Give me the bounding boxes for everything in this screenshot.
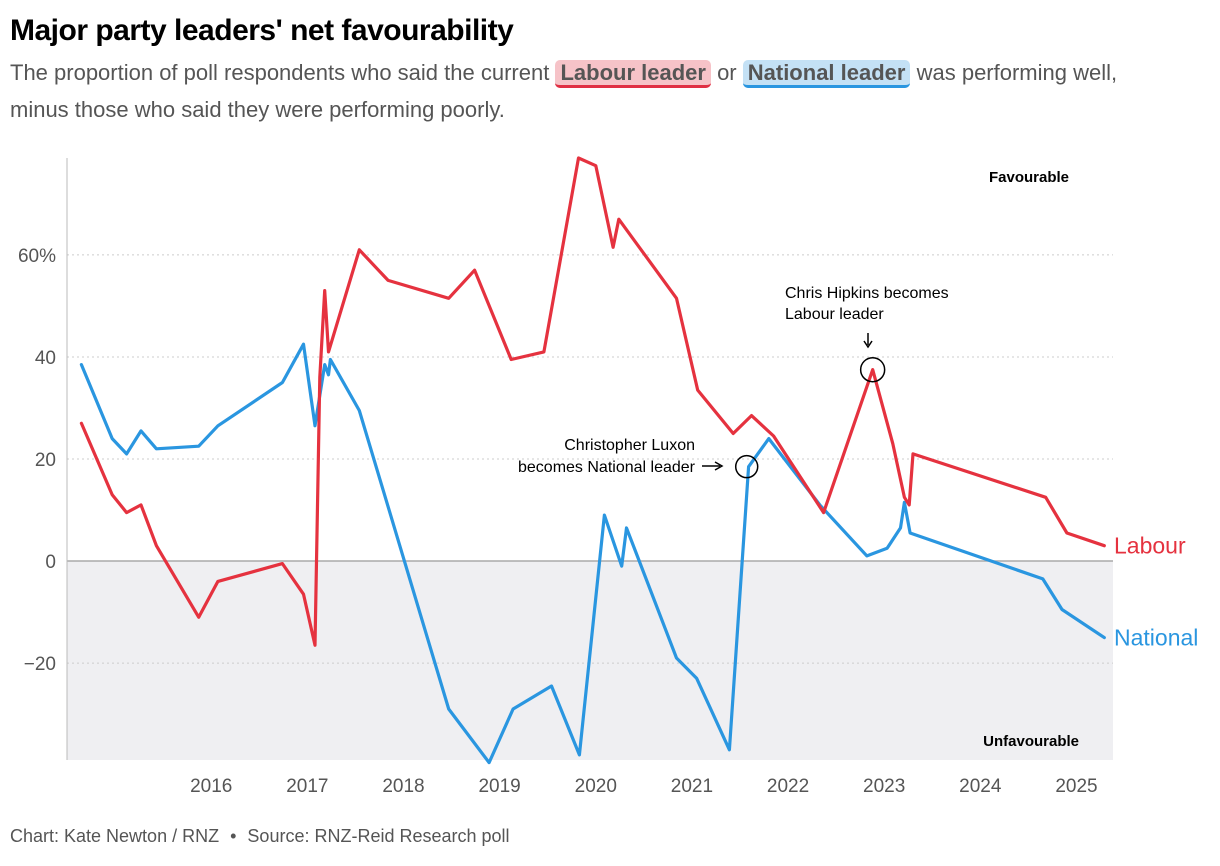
subtitle-text-after: was performing well, minus those who sai… [10,60,1118,122]
national-end-label: National [1114,625,1198,651]
chart-title: Major party leaders' net favourability [10,14,514,47]
labour-end-label: Labour [1114,533,1186,559]
x-tick-label: 2016 [190,776,232,797]
luxon-annotation-text: Christopher Luxon [564,437,695,454]
y-tick-label: 0 [45,552,56,573]
y-tick-label: −20 [24,654,56,675]
unfavourable-region-label: Unfavourable [983,733,1079,750]
y-tick-label: 20 [35,450,56,471]
hipkins-annotation-text: Labour leader [785,306,884,323]
hipkins-annotation-text: Chris Hipkins becomes [785,285,949,302]
x-tick-label: 2017 [286,776,328,797]
x-tick-label: 2024 [959,776,1002,797]
labour-legend-chip: Labour leader [555,60,711,88]
national-legend-chip: National leader [742,60,911,88]
y-tick-label: 60% [18,246,56,267]
chart-subtitle: The proportion of poll respondents who s… [10,54,1160,128]
national-series-line [79,342,1106,765]
footer-credit: Chart: Kate Newton / RNZ [10,826,220,846]
x-tick-label: 2018 [382,776,424,797]
subtitle-text-or: or [717,60,737,85]
x-tick-label: 2021 [671,776,713,797]
footer-source: Source: RNZ-Reid Research poll [247,826,510,846]
luxon-annotation-text: becomes National leader [518,459,696,476]
labour-series-line [79,156,1106,647]
chart-footer: Chart: Kate Newton / RNZ • Source: RNZ-R… [10,826,510,847]
x-tick-label: 2022 [767,776,809,797]
footer-separator: • [230,826,237,846]
hipkins-annotation-circle [859,356,886,383]
x-tick-label: 2023 [863,776,905,797]
subtitle-text-before: The proportion of poll respondents who s… [10,60,550,85]
favourable-region-label: Favourable [989,169,1069,186]
y-tick-label: 40 [35,348,56,369]
hipkins-annotation-arrowhead [863,340,873,349]
luxon-annotation-circle [734,454,759,479]
x-tick-label: 2019 [478,776,520,797]
x-tick-label: 2025 [1055,776,1097,797]
x-tick-label: 2020 [575,776,617,797]
luxon-annotation-arrowhead [714,461,724,471]
